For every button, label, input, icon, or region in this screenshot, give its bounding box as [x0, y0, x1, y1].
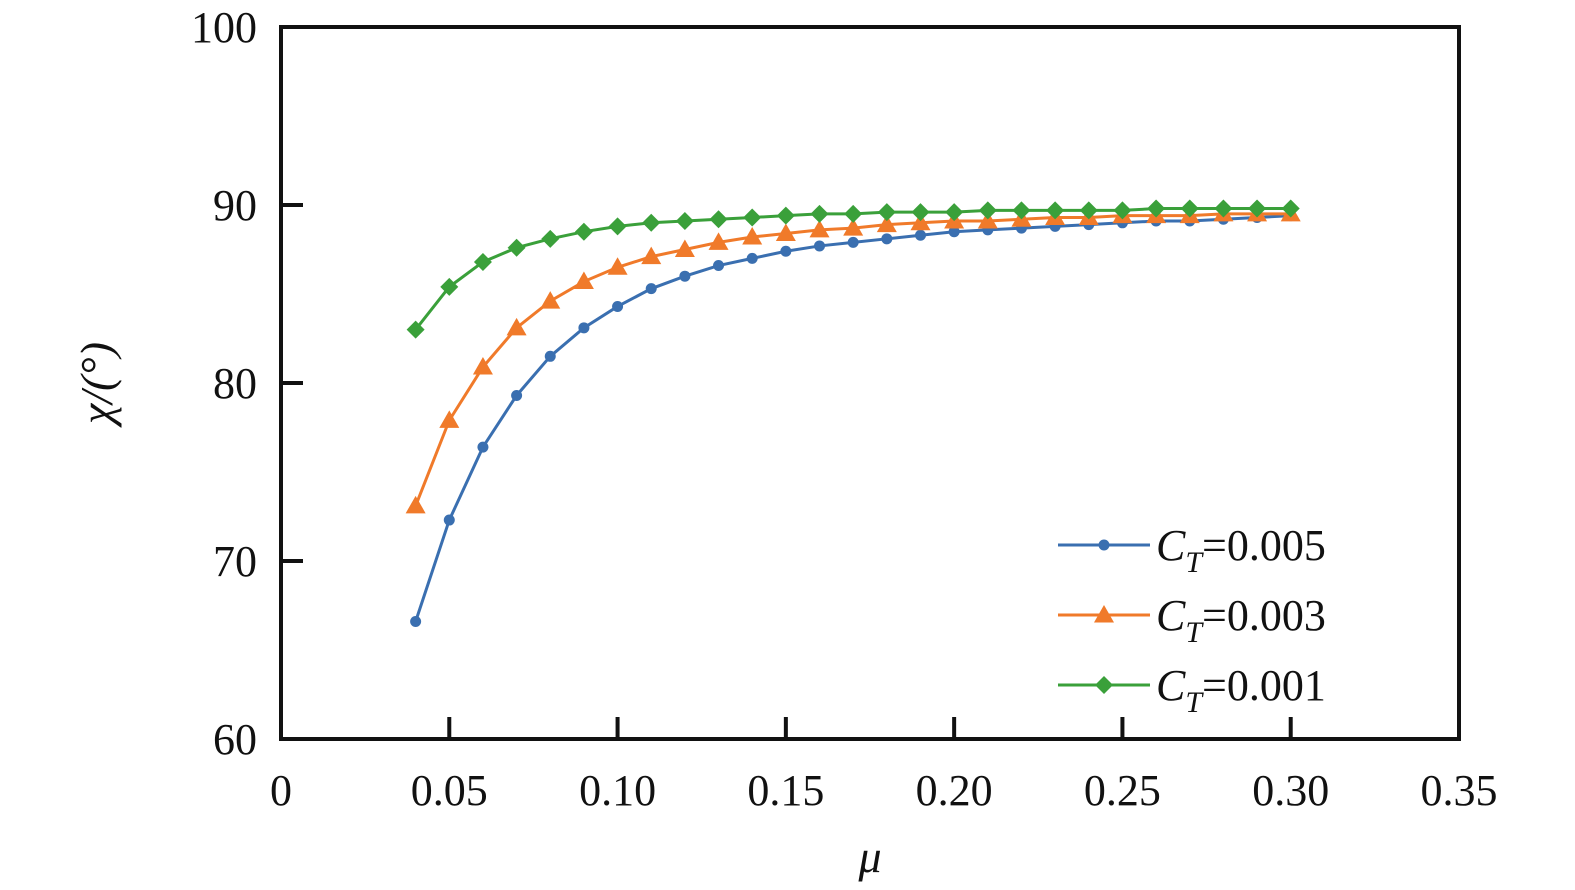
- data-point: [977, 211, 998, 229]
- data-point: [844, 204, 863, 223]
- series-2: [405, 203, 1301, 514]
- legend-marker: [1095, 676, 1113, 694]
- data-point: [439, 410, 460, 428]
- y-axis-title: χ/(°): [71, 342, 122, 428]
- data-point: [406, 320, 425, 339]
- data-point: [405, 495, 426, 514]
- x-tick-label: 0.20: [916, 766, 993, 815]
- data-point: [608, 217, 627, 236]
- data-point: [945, 203, 964, 222]
- data-point: [775, 223, 796, 241]
- data-point: [675, 212, 694, 231]
- x-tick-label: 0.30: [1252, 766, 1329, 815]
- data-point: [1079, 201, 1098, 220]
- data-point: [1012, 201, 1031, 220]
- data-point: [877, 203, 896, 222]
- data-point: [948, 226, 960, 238]
- data-point: [742, 227, 763, 245]
- series-layer: [405, 199, 1301, 628]
- series-3: [406, 199, 1300, 339]
- x-tick-label: 0.05: [411, 766, 488, 815]
- data-point: [645, 283, 657, 295]
- legend: CT=0.005 CT=0.003 CT=0.001: [1058, 521, 1326, 719]
- data-point: [914, 229, 926, 241]
- data-point: [1046, 201, 1065, 220]
- data-point: [709, 210, 728, 229]
- data-point: [876, 214, 897, 233]
- data-point: [573, 271, 594, 290]
- data-point: [440, 277, 459, 296]
- data-point: [911, 203, 930, 222]
- y-tick-label: 70: [213, 537, 257, 586]
- data-point: [477, 441, 489, 453]
- y-tick-label: 60: [213, 715, 257, 764]
- data-point: [1147, 199, 1166, 218]
- data-point: [708, 232, 729, 250]
- data-point: [1281, 199, 1300, 218]
- legend-marker: [1098, 539, 1110, 551]
- data-point: [809, 219, 830, 238]
- data-point: [776, 206, 795, 225]
- data-point: [642, 213, 661, 232]
- data-point: [814, 240, 826, 252]
- data-point: [473, 252, 492, 271]
- x-tick-label: 0.10: [579, 766, 656, 815]
- legend-item: CT=0.003: [1058, 591, 1326, 649]
- data-point: [607, 257, 628, 275]
- data-point: [1113, 201, 1132, 220]
- data-point: [978, 201, 997, 220]
- data-point: [540, 291, 561, 309]
- data-point: [743, 208, 762, 227]
- data-point: [641, 246, 662, 265]
- data-point: [612, 300, 624, 312]
- data-point: [674, 239, 695, 257]
- data-point: [544, 350, 556, 362]
- x-tick-label: 0.25: [1084, 766, 1161, 815]
- data-point: [1180, 199, 1199, 218]
- data-point: [713, 260, 725, 272]
- legend-label: CT=0.001: [1156, 661, 1326, 719]
- data-point: [1248, 199, 1267, 218]
- axis-ticks: 0 0.05 0.10 0.15 0.20 0.25 0.30 0.35 60 70 80 90 100: [191, 3, 1498, 815]
- data-point: [507, 238, 526, 257]
- legend-label: CT=0.005: [1156, 521, 1326, 579]
- legend-marker: [1094, 605, 1114, 623]
- data-point: [910, 212, 931, 231]
- data-point: [679, 270, 691, 282]
- data-point: [847, 236, 859, 248]
- y-tick-label: 90: [213, 181, 257, 230]
- data-point: [511, 389, 523, 401]
- data-point: [574, 222, 593, 241]
- legend-item: CT=0.005: [1058, 521, 1326, 579]
- data-point: [578, 322, 590, 334]
- legend-label: CT=0.003: [1156, 591, 1326, 649]
- data-point: [410, 616, 422, 628]
- data-point: [541, 229, 560, 248]
- legend-item: CT=0.001: [1058, 661, 1326, 719]
- x-tick-label: 0: [270, 766, 292, 815]
- x-tick-label: 0.35: [1421, 766, 1498, 815]
- data-point: [881, 233, 893, 245]
- x-tick-label: 0.15: [747, 766, 824, 815]
- x-axis-title: μ: [857, 831, 881, 882]
- data-point: [843, 218, 864, 236]
- data-point: [472, 356, 493, 375]
- y-tick-label: 80: [213, 359, 257, 408]
- data-point: [1214, 199, 1233, 218]
- data-point: [810, 204, 829, 223]
- data-point: [746, 252, 758, 264]
- data-point: [443, 514, 455, 526]
- data-point: [780, 245, 792, 257]
- y-tick-label: 100: [191, 3, 257, 52]
- data-point: [506, 317, 527, 336]
